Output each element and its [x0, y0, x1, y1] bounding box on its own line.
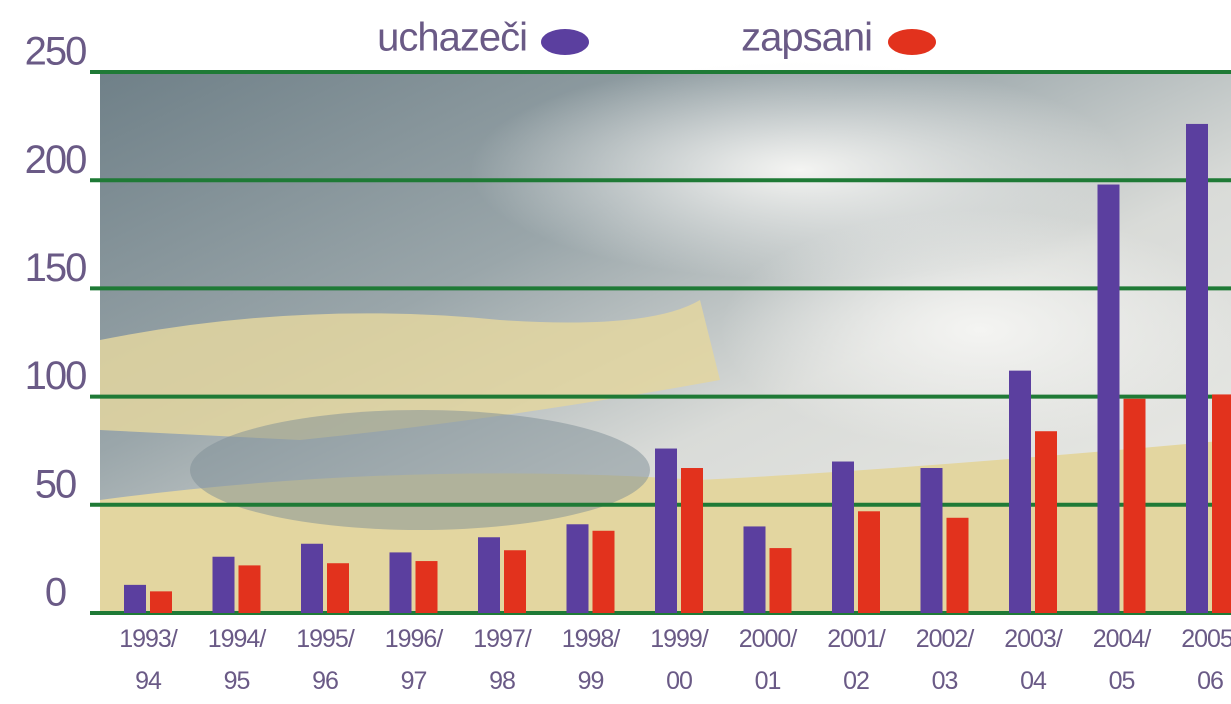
- y-tick-label: 150: [25, 246, 86, 290]
- legend-label: uchazeči: [377, 16, 527, 60]
- bar: [858, 511, 880, 613]
- bar: [415, 561, 438, 613]
- background: [720, 210, 1231, 450]
- x-tick-label: 1998/ 99: [561, 625, 621, 695]
- x-tick-label: 1997/ 98: [473, 625, 532, 695]
- bar: [743, 526, 766, 613]
- bar: [566, 524, 589, 613]
- bar: [327, 563, 349, 613]
- x-tick-label: 1995/ 96: [296, 625, 355, 695]
- y-tick-label: 250: [25, 30, 86, 74]
- y-tick-label: 0: [45, 571, 66, 615]
- bar: [212, 556, 235, 613]
- x-tick-label: 1996/ 97: [384, 625, 444, 695]
- background: [100, 300, 720, 440]
- x-tick-label: 2001/ 02: [827, 625, 886, 695]
- legend-label: zapsani: [741, 16, 872, 60]
- x-tick-label: 1999/ 00: [650, 625, 709, 695]
- x-tick-label: 2000/ 01: [738, 625, 798, 695]
- x-tick-label: 1993/ 94: [119, 625, 178, 695]
- bar: [1035, 431, 1057, 613]
- bar: [389, 552, 412, 613]
- bar: [655, 448, 677, 613]
- bar: [1097, 184, 1120, 613]
- bar: [1186, 123, 1208, 613]
- x-tick-label: 2005/ 06: [1181, 625, 1231, 695]
- bar: [946, 517, 969, 613]
- y-tick-label: 50: [35, 462, 76, 506]
- bar: [681, 468, 703, 613]
- bar: [769, 548, 792, 613]
- x-tick-label: 2002/ 03: [915, 625, 975, 695]
- y-tick-label: 200: [25, 138, 86, 182]
- x-tick-label: 2004/ 05: [1092, 625, 1152, 695]
- bar: [920, 468, 943, 613]
- bar: [832, 461, 854, 613]
- legend-marker: [541, 29, 589, 55]
- bar: [592, 530, 615, 613]
- bar: [301, 543, 323, 613]
- bar: [504, 550, 526, 613]
- bar: [150, 591, 172, 613]
- x-tick-label: 2003/ 04: [1004, 625, 1063, 695]
- background: [190, 410, 650, 530]
- bar: [1123, 398, 1146, 613]
- bar: [124, 584, 146, 613]
- bar: [1212, 394, 1231, 613]
- legend-marker: [888, 29, 936, 55]
- bar: [478, 537, 500, 613]
- bar: [238, 565, 261, 613]
- x-tick-label: 1994/ 95: [207, 625, 267, 695]
- bar: [1009, 370, 1031, 613]
- y-tick-label: 100: [25, 354, 86, 398]
